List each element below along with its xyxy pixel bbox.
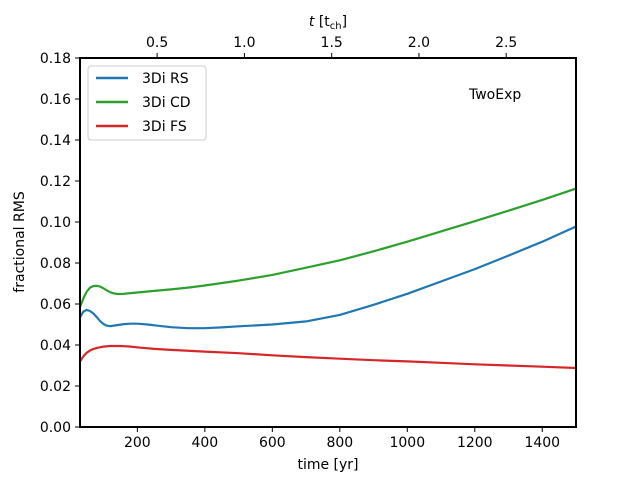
x-tick-label: 1000 (389, 435, 425, 451)
legend-label-fs: 3Di FS (142, 119, 187, 135)
y-tick-label: 0.06 (40, 297, 71, 313)
series-line-3di-rs (78, 225, 578, 330)
y-tick-label: 0.00 (40, 420, 71, 436)
y-tick-label: 0.08 (40, 256, 71, 272)
y-tick-label: 0.18 (40, 51, 71, 67)
top-x-axis-label: t [tch] (309, 14, 347, 32)
plot-frame (79, 57, 577, 428)
y-tick-label: 0.10 (40, 215, 71, 231)
y-tick-label: 0.12 (40, 174, 71, 190)
legend-label-cd: 3Di CD (142, 95, 191, 111)
x-axis-label: time [yr] (297, 457, 358, 473)
top-x-tick-label: 2.0 (408, 35, 430, 51)
series-lines (78, 187, 578, 370)
legend-label-rs: 3Di RS (142, 71, 189, 87)
y-tick-label: 0.16 (40, 92, 71, 108)
x-tick-label: 1200 (457, 435, 493, 451)
model-annotation: TwoExp (468, 87, 521, 103)
series-line-3di-fs (78, 344, 578, 370)
y-tick-label: 0.14 (40, 133, 71, 149)
series-line-3di-cd (78, 187, 578, 309)
legend: 3Di RS 3Di CD 3Di FS (87, 65, 207, 141)
x-tick-label: 800 (326, 435, 353, 451)
top-x-tick-label: 0.5 (146, 35, 168, 51)
top-x-tick-label: 1.0 (233, 35, 255, 51)
x-axis-ticks: 200 400 600 800 1000 1200 1400 (124, 427, 560, 451)
y-axis-label: fractional RMS (12, 191, 28, 293)
y-axis-ticks: 0.00 0.02 0.04 0.06 0.08 0.10 0.12 0.14 0.16 0.18 (40, 51, 80, 436)
legend-box (87, 65, 207, 141)
y-tick-label: 0.04 (40, 338, 71, 354)
x-tick-label: 1400 (524, 435, 560, 451)
x-tick-label: 200 (124, 435, 151, 451)
x-tick-label: 600 (259, 435, 286, 451)
top-x-axis-ticks: 0.5 1.0 1.5 2.0 2.5 (146, 35, 517, 58)
x-tick-label: 400 (191, 435, 218, 451)
top-x-tick-label: 2.5 (495, 35, 517, 51)
top-x-tick-label: 1.5 (321, 35, 343, 51)
y-tick-label: 0.02 (40, 379, 71, 395)
